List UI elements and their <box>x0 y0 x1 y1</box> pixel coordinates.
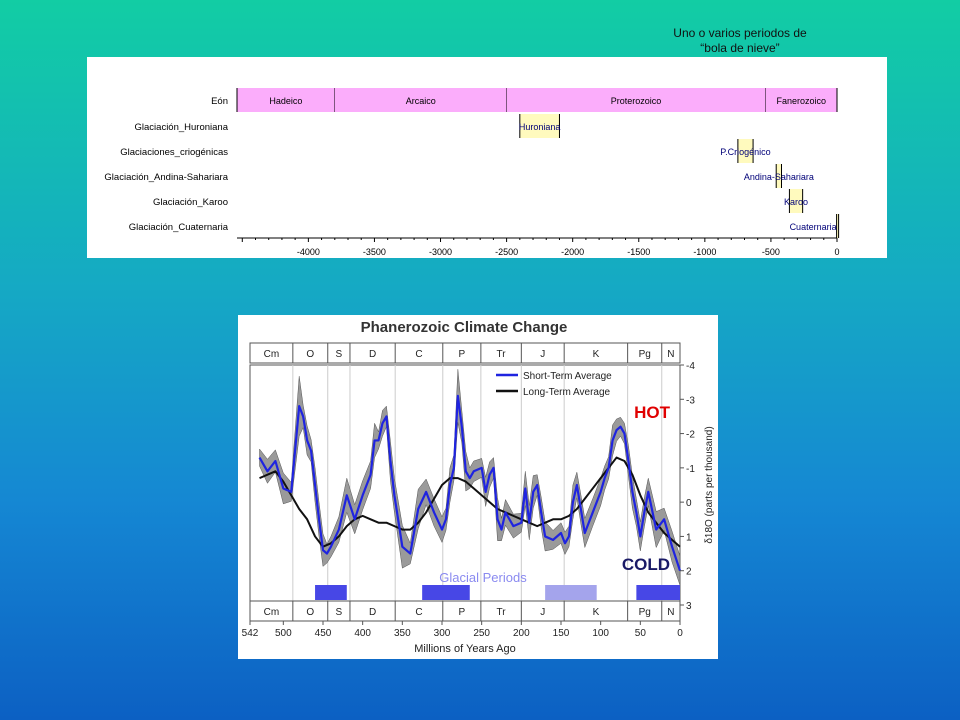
period-label: K <box>593 607 600 618</box>
y-axis-label: δ18O (parts per thousand) <box>704 426 715 543</box>
period-label: C <box>415 607 422 618</box>
glacial-period-bar <box>636 585 680 600</box>
timeline-tick-label: -1000 <box>693 247 716 257</box>
y-tick-label: -3 <box>686 395 695 406</box>
period-label: P <box>458 349 465 360</box>
glacial-period-bar <box>315 585 347 600</box>
eon-label: Hadeico <box>269 96 302 106</box>
short-term-line <box>258 394 682 572</box>
cold-label: COLD <box>622 555 670 574</box>
glaciation-bar <box>776 164 782 188</box>
period-label: Pg <box>639 349 651 360</box>
snowball-note: Uno o varios periodos de “bola de nieve” <box>640 26 840 56</box>
row-label: Glaciación_Karoo <box>153 197 228 208</box>
glaciation-label: Karoo <box>784 197 808 207</box>
eon-label: Fanerozoico <box>776 96 826 106</box>
climate-chart: Phanerozoic Climate Change Cm O S D C P Tr J K Pg N… <box>242 319 715 655</box>
period-label: K <box>593 349 600 360</box>
glaciation-bar <box>519 114 560 138</box>
x-tick-label: 200 <box>513 628 530 639</box>
x-tick-label: 542 <box>242 628 259 639</box>
eon-bar <box>334 88 507 112</box>
timeline-tick-label: -3500 <box>363 247 386 257</box>
y-tick-label: 0 <box>686 498 692 509</box>
x-tick-label: 250 <box>473 628 490 639</box>
timeline-tick-label: -500 <box>762 247 780 257</box>
eon-bar <box>765 88 837 112</box>
row-label: Glaciación_Huroniana <box>135 122 229 133</box>
glaciation-label: P.Criogénico <box>720 147 770 157</box>
period-label: Pg <box>639 607 651 618</box>
x-tick-label: 400 <box>354 628 371 639</box>
hot-label: HOT <box>634 403 671 422</box>
period-label: S <box>336 349 343 360</box>
x-tick-label: 50 <box>635 628 647 639</box>
legend-label-short: Short-Term Average <box>523 371 612 382</box>
y-tick-label: -4 <box>686 361 695 372</box>
timeline-tick-label: -2500 <box>495 247 518 257</box>
plot-area <box>249 364 681 606</box>
legend-label-long: Long-Term Average <box>523 387 611 398</box>
y-tick-label: 3 <box>686 601 692 612</box>
x-tick-label: 150 <box>553 628 570 639</box>
period-label: P <box>458 607 465 618</box>
timeline-tick-label: -1500 <box>627 247 650 257</box>
row-label: Glaciaciones_criogénicas <box>120 147 228 158</box>
y-tick-label: -1 <box>686 464 695 475</box>
eon-label: Proterozoico <box>611 96 662 106</box>
period-label: S <box>336 607 343 618</box>
x-tick-label: 350 <box>394 628 411 639</box>
snowball-note-line1: Uno o varios periodos de <box>673 26 807 40</box>
y-tick-label: -2 <box>686 430 695 441</box>
period-label: J <box>540 349 545 360</box>
row-label: Glaciación_Andina-Sahariara <box>104 172 228 183</box>
period-label: J <box>540 607 545 618</box>
y-tick-label: 1 <box>686 532 692 543</box>
period-label: N <box>667 349 674 360</box>
period-label: O <box>306 607 314 618</box>
period-label: Tr <box>497 607 507 618</box>
timeline-tick-label: -2000 <box>561 247 584 257</box>
period-label: N <box>667 607 674 618</box>
x-tick-label: 100 <box>592 628 609 639</box>
x-tick-label: 450 <box>315 628 332 639</box>
x-tick-label: 300 <box>434 628 451 639</box>
glaciation-bar <box>836 214 839 238</box>
row-label: Eón <box>211 96 228 107</box>
period-label: D <box>369 607 376 618</box>
period-label: C <box>415 349 422 360</box>
row-label: Glaciación_Cuaternaria <box>129 222 229 233</box>
glaciation-label: Andina-Sahariara <box>744 172 814 182</box>
period-row-top <box>249 342 681 364</box>
period-label: Tr <box>497 349 507 360</box>
glacial-period-bar <box>422 585 470 600</box>
timeline-tick-label: 0 <box>834 247 839 257</box>
glacial-period-bar <box>545 585 597 600</box>
eon-bar <box>506 88 766 112</box>
timeline-tick-label: -3000 <box>429 247 452 257</box>
eon-label: Arcaico <box>406 96 436 106</box>
glaciation-label: Cuaternaria <box>790 222 837 232</box>
timeline-tick-label: -4000 <box>297 247 320 257</box>
y-tick-label: 2 <box>686 567 692 578</box>
phanerozoic-climate-chart: Phanerozoic Climate Change Cm O S D C P Tr J K Pg N… <box>238 315 718 659</box>
eon-bar <box>237 88 335 112</box>
x-tick-label: 500 <box>275 628 292 639</box>
glaciation-bar <box>789 189 803 213</box>
glaciation-label: Huroniana <box>519 122 561 132</box>
x-axis-label: Millions of Years Ago <box>414 643 516 655</box>
period-label: D <box>369 349 376 360</box>
snowball-note-line2: “bola de nieve” <box>700 41 780 55</box>
glaciation-bar <box>737 139 754 163</box>
period-label: Cm <box>264 349 280 360</box>
timeline-chart: Eón Glaciación_Huroniana Glaciaciones_crio… <box>104 88 840 257</box>
chart-title: Phanerozoic Climate Change <box>361 319 568 336</box>
glacial-periods-label: Glacial Periods <box>439 570 527 585</box>
period-label: Cm <box>264 607 280 618</box>
x-tick-label: 0 <box>677 628 683 639</box>
glaciation-timeline: Eón Glaciación_Huroniana Glaciaciones_crio… <box>87 57 887 258</box>
period-label: O <box>306 349 314 360</box>
